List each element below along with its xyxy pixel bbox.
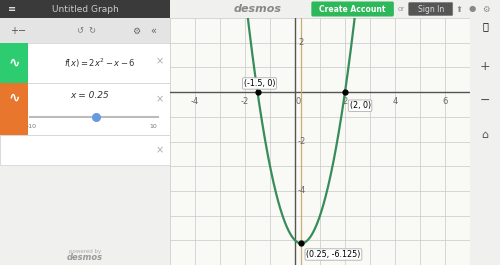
Text: ↺: ↺ [76,26,84,36]
Text: $f(x)=2x^2-x-6$: $f(x)=2x^2-x-6$ [64,56,136,70]
Text: 6: 6 [442,96,448,105]
Text: ×: × [156,56,164,66]
FancyBboxPatch shape [408,2,453,15]
Text: ⚙: ⚙ [132,26,140,36]
Text: +: + [480,60,490,73]
Text: powered by: powered by [69,250,101,254]
Text: -4: -4 [298,186,306,195]
Bar [0,0,170,18]
Text: desmos: desmos [67,254,103,263]
Bar [0,83,170,135]
Text: ×: × [156,94,164,104]
Text: -10: -10 [27,125,37,130]
Text: x = 0.25: x = 0.25 [70,91,110,99]
FancyBboxPatch shape [312,2,394,16]
Text: or: or [398,6,404,12]
Text: 0: 0 [296,96,300,105]
Text: Create Account: Create Account [320,5,386,14]
Text: desmos: desmos [234,4,282,14]
Bar [0,83,28,135]
Text: ≡: ≡ [8,4,16,14]
Text: ⬆: ⬆ [456,5,463,14]
Text: ∿: ∿ [8,56,20,70]
Text: -2: -2 [298,137,306,146]
Text: -2: -2 [241,96,249,105]
Text: −: − [18,26,26,36]
Text: (-1.5, 0): (-1.5, 0) [244,79,275,88]
Text: (2, 0): (2, 0) [350,101,370,110]
Text: ●: ● [469,5,476,14]
Text: ⌂: ⌂ [482,130,488,140]
Text: ⚙: ⚙ [482,5,490,14]
Text: ×: × [156,145,164,155]
Text: 🔧: 🔧 [482,21,488,32]
Text: 4: 4 [392,96,398,105]
Text: Sign In: Sign In [418,5,444,14]
Text: ∿: ∿ [8,91,20,105]
Text: ↻: ↻ [88,26,96,36]
Text: «: « [150,26,156,36]
Text: Untitled Graph: Untitled Graph [52,5,118,14]
Text: +: + [10,26,18,36]
Text: 2: 2 [342,96,347,105]
Bar [0,18,170,43]
Text: -4: -4 [191,96,199,105]
Text: −: − [480,94,490,107]
Text: 10: 10 [149,125,157,130]
Bar [0,43,28,83]
Bar [0,135,170,165]
Text: 2: 2 [298,38,303,47]
Text: (0.25, -6.125): (0.25, -6.125) [306,250,360,259]
Bar [0,43,170,83]
